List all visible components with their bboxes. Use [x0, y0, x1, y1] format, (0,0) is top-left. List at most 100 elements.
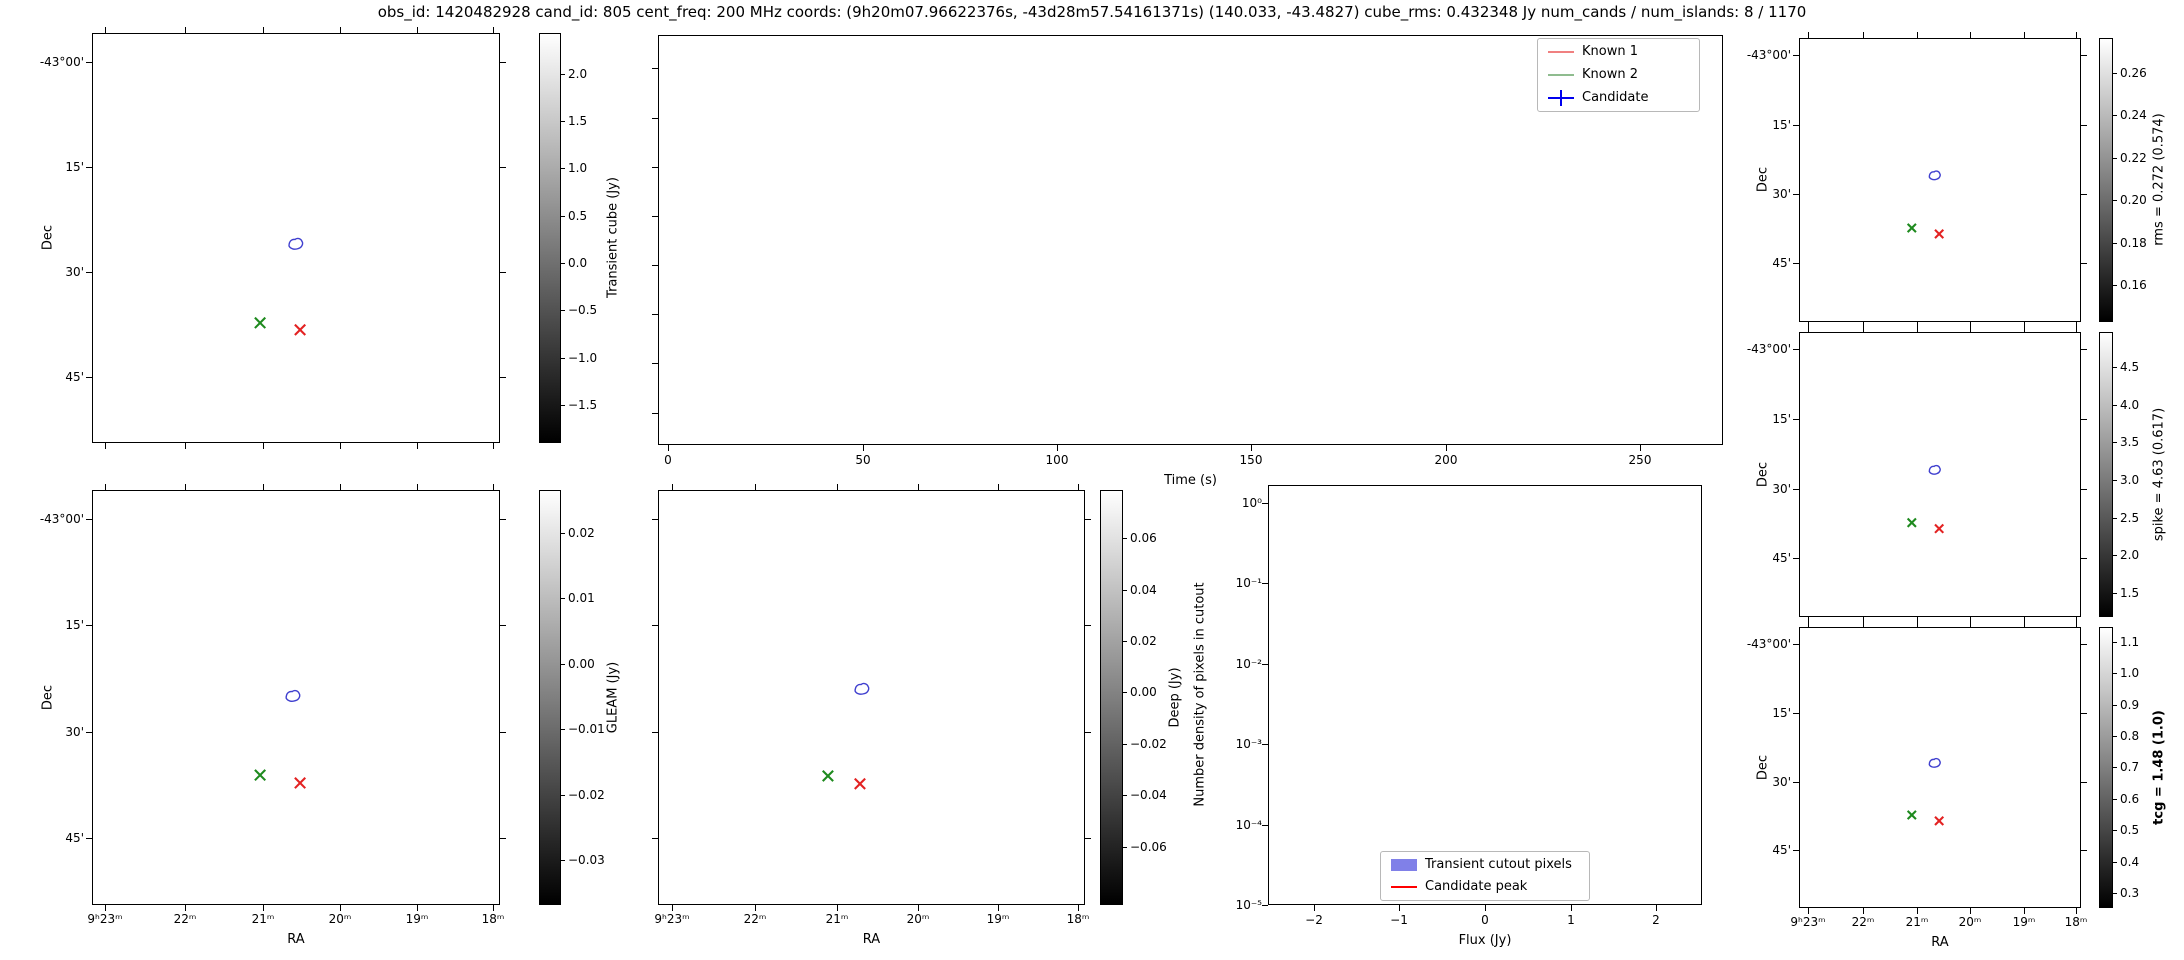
tick-mark — [1970, 326, 1971, 332]
tick-mark — [652, 265, 658, 266]
colorbar-tick-label: 0.06 — [1130, 531, 1157, 545]
colorbar-tick — [561, 168, 565, 169]
colorbar-tick — [561, 74, 565, 75]
colorbar-tick — [2113, 243, 2117, 244]
tick-mark — [1793, 263, 1799, 264]
ra-tick-label: 9ʰ23ᵐ — [1790, 915, 1826, 929]
tick-mark — [652, 732, 658, 733]
colorbar-tick — [2113, 367, 2117, 368]
tick-mark — [1085, 838, 1091, 839]
tick-mark — [185, 27, 186, 33]
ra-tick-label: 22ᵐ — [1851, 915, 1875, 929]
tick-mark — [417, 484, 418, 490]
ra-axis-label: RA — [1931, 935, 1949, 950]
tick-mark — [668, 445, 669, 451]
colorbar-tick — [2113, 73, 2117, 74]
ra-tick-label: 20ᵐ — [1958, 915, 1982, 929]
tick-mark — [755, 484, 756, 490]
colorbar-tick-label: −0.01 — [568, 722, 605, 736]
tick-mark — [493, 484, 494, 490]
dec-tick-label: 15' — [1772, 412, 1791, 426]
panel-frame — [1799, 627, 2081, 908]
flux-tick-label: −2 — [1305, 913, 1323, 927]
tick-mark — [1808, 326, 1809, 332]
panel-histogram — [1268, 485, 1702, 905]
colorbar-tick — [561, 795, 565, 796]
tick-mark — [1793, 55, 1799, 56]
tick-mark — [340, 27, 341, 33]
tick-mark — [1078, 905, 1079, 911]
dec-axis-label: Dec — [40, 684, 56, 710]
tick-mark — [2081, 194, 2087, 195]
dec-tick-label: 15' — [65, 618, 84, 632]
dec-axis-label: Dec — [1755, 754, 1771, 780]
tick-mark — [2081, 782, 2087, 783]
tick-mark — [1262, 664, 1268, 665]
colorbar-tick — [2113, 767, 2117, 768]
ra-tick-label: 20ᵐ — [328, 912, 352, 926]
tick-mark — [340, 443, 341, 449]
colorbar-tick-label: −0.5 — [568, 303, 598, 317]
colorbar-tick-label: −1.0 — [568, 351, 598, 365]
tick-mark — [1251, 445, 1252, 451]
colorbar-tick-label: 0.02 — [568, 526, 595, 540]
dec-axis-label: Dec — [40, 224, 56, 251]
legend-entry: Candidate — [1546, 88, 1696, 108]
tick-mark — [500, 519, 506, 520]
candidate-island-contour — [1928, 170, 1941, 181]
legend-label: Candidate peak — [1425, 879, 1528, 894]
dec-tick-label: 15' — [1772, 706, 1791, 720]
candidate-legend-swatch — [1548, 90, 1574, 106]
colorbar-tick — [1123, 538, 1127, 539]
tick-mark — [1917, 322, 1918, 328]
tick-mark — [1571, 905, 1572, 911]
tick-mark — [1808, 322, 1809, 328]
tick-mark — [1793, 419, 1799, 420]
ra-tick-label: 9ʰ23ᵐ — [87, 912, 123, 926]
panel-frame — [1268, 485, 1702, 905]
density-tick-label: 10⁰ — [1241, 496, 1262, 510]
peak-line-swatch — [1391, 886, 1417, 888]
marker-overlay — [254, 689, 307, 789]
lightcurve-legend: Known 1 Known 2 Candidate — [1537, 38, 1700, 112]
dec-tick-label: 30' — [1772, 482, 1791, 496]
tick-mark — [1793, 558, 1799, 559]
tick-mark — [263, 27, 264, 33]
colorbar-tick — [2113, 442, 2117, 443]
tick-mark — [1314, 905, 1315, 911]
colorbar-tick-label: 0.6 — [2120, 792, 2140, 806]
tick-mark — [86, 519, 92, 520]
density-axis-label: Number density of pixels in cutout — [1192, 582, 1208, 807]
dec-tick-label: 45' — [65, 831, 84, 845]
tick-mark — [837, 484, 838, 490]
tick-mark — [2076, 617, 2077, 623]
density-tick-label: 10⁻³ — [1235, 737, 1262, 751]
tick-mark — [2076, 326, 2077, 332]
ra-tick-label: 19ᵐ — [405, 912, 429, 926]
tick-mark — [652, 68, 658, 69]
tick-mark — [652, 314, 658, 315]
candidate-x-marker — [1934, 523, 1945, 534]
dec-tick-label: 45' — [65, 370, 84, 384]
tick-mark — [918, 905, 919, 911]
dec-tick-label: 15' — [65, 160, 84, 174]
colorbar-tick — [561, 310, 565, 311]
tick-mark — [86, 732, 92, 733]
colorbar-tick-label: 1.5 — [2120, 586, 2140, 600]
panel-transient-cube — [92, 33, 500, 443]
tick-mark — [417, 27, 418, 33]
colorbar-tick-label: 2.0 — [568, 67, 588, 81]
ra-tick-label: 18ᵐ — [481, 912, 505, 926]
tick-mark — [263, 905, 264, 911]
colorbar-deep — [1100, 490, 1123, 905]
tick-mark — [2081, 263, 2087, 264]
ra-tick-label: 19ᵐ — [986, 912, 1010, 926]
tick-mark — [263, 443, 264, 449]
density-tick-label: 10⁻⁵ — [1235, 898, 1262, 912]
tick-mark — [2024, 621, 2025, 627]
tick-mark — [1085, 732, 1091, 733]
colorbar-tick-label: 2.0 — [2120, 548, 2140, 562]
colorbar-tick — [561, 664, 565, 665]
ra-tick-label: 22ᵐ — [743, 912, 767, 926]
figure-title: obs_id: 1420482928 cand_id: 805 cent_fre… — [377, 3, 1807, 21]
